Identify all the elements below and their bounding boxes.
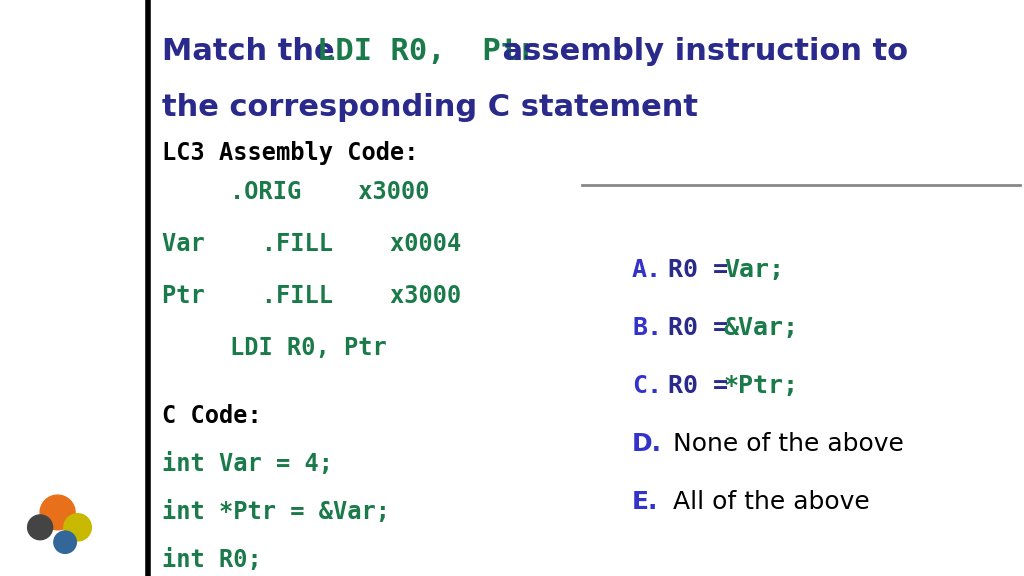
Text: assembly instruction to: assembly instruction to bbox=[492, 37, 908, 66]
Text: Ptr    .FILL    x3000: Ptr .FILL x3000 bbox=[162, 284, 461, 308]
Text: int R0;: int R0; bbox=[162, 548, 262, 572]
Text: Var    .FILL    x0004: Var .FILL x0004 bbox=[162, 232, 461, 256]
Text: LC3 Assembly Code:: LC3 Assembly Code: bbox=[162, 141, 419, 165]
Text: int *Ptr = &Var;: int *Ptr = &Var; bbox=[162, 500, 390, 524]
Circle shape bbox=[40, 495, 75, 530]
Text: computing systems: computing systems bbox=[33, 471, 102, 475]
Text: Var;: Var; bbox=[724, 258, 783, 282]
Text: Match the: Match the bbox=[162, 37, 345, 66]
Text: C Code:: C Code: bbox=[162, 404, 262, 428]
Text: .ORIG    x3000: .ORIG x3000 bbox=[230, 180, 429, 204]
Text: C.: C. bbox=[632, 374, 662, 398]
Circle shape bbox=[54, 531, 77, 554]
Text: R0 =: R0 = bbox=[668, 374, 743, 398]
Text: A.: A. bbox=[632, 258, 662, 282]
Text: the corresponding C statement: the corresponding C statement bbox=[162, 93, 698, 123]
Circle shape bbox=[28, 515, 52, 540]
Text: B.: B. bbox=[632, 316, 662, 340]
Text: From bits & gates to C & beyond: From bits & gates to C & beyond bbox=[34, 484, 101, 488]
Text: int Var = 4;: int Var = 4; bbox=[162, 452, 333, 476]
Text: &Var;: &Var; bbox=[724, 316, 799, 340]
Text: D.: D. bbox=[632, 432, 662, 456]
Text: Introduction to: Introduction to bbox=[41, 456, 94, 460]
Text: R0 =: R0 = bbox=[668, 316, 743, 340]
Text: R0 =: R0 = bbox=[668, 258, 743, 282]
Text: *Ptr;: *Ptr; bbox=[724, 374, 799, 398]
Text: LDI R0, Ptr: LDI R0, Ptr bbox=[230, 336, 387, 360]
Text: All of the above: All of the above bbox=[673, 490, 869, 514]
Circle shape bbox=[63, 514, 91, 541]
Text: LDI R0,  Ptr: LDI R0, Ptr bbox=[317, 37, 538, 66]
Text: None of the above: None of the above bbox=[673, 432, 904, 456]
Text: E.: E. bbox=[632, 490, 658, 514]
